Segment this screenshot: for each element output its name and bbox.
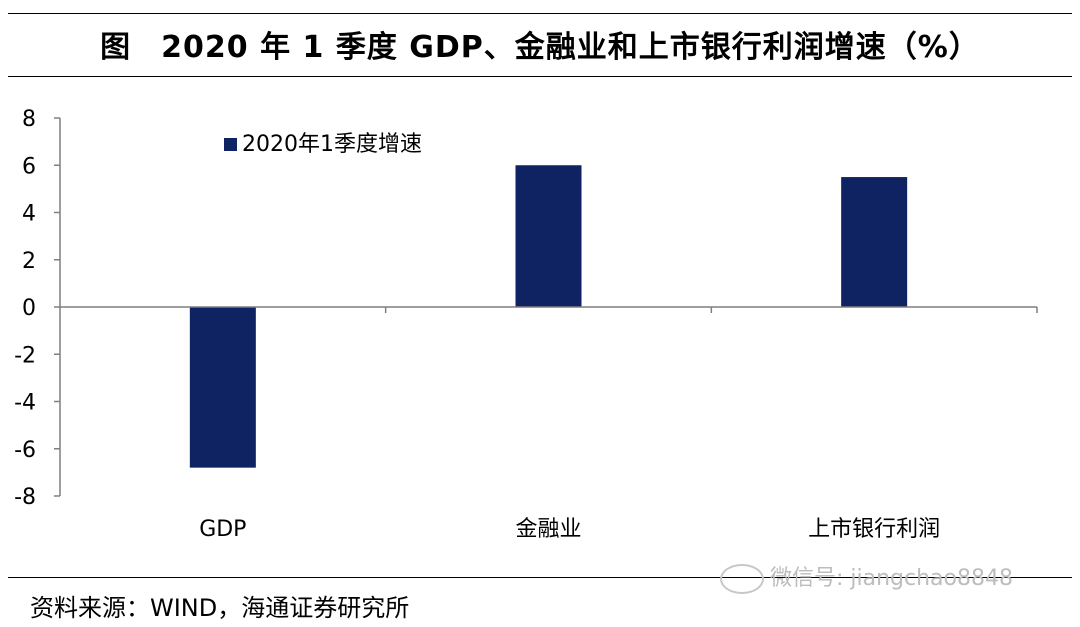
- y-tick-label: 4: [22, 202, 36, 227]
- bars: [189, 165, 908, 468]
- watermark-text: 微信号: jiangchao8848: [770, 566, 1013, 591]
- wechat-icon: [720, 564, 764, 594]
- bar: [189, 307, 256, 468]
- bar: [841, 177, 908, 307]
- figure-title: 图 2020 年 1 季度 GDP、金融业和上市银行利润增速（%）: [0, 22, 1080, 66]
- x-tick-label: GDP: [199, 517, 246, 542]
- title-rule: [8, 76, 1072, 77]
- bar: [515, 165, 582, 307]
- figure-label: 图: [100, 30, 132, 65]
- y-tick-label: -6: [14, 438, 36, 463]
- y-tick-label: -4: [14, 391, 36, 416]
- x-axis: [60, 306, 1038, 313]
- y-tick-label: 8: [22, 107, 36, 132]
- x-tick-label: 金融业: [515, 517, 581, 542]
- y-tick-label: 2: [22, 249, 36, 274]
- figure-title-text: 2020 年 1 季度 GDP、金融业和上市银行利润增速（%）: [161, 30, 980, 65]
- legend-label: 2020年1季度增速: [242, 132, 422, 157]
- x-tick-label: 上市银行利润: [808, 517, 940, 542]
- y-axis: 8 6 4 2 0 -2 -4 -6 -8: [14, 107, 61, 510]
- bar-chart: 8 6 4 2 0 -2 -4 -6 -8 GDP 金融业 上市银行利润 2020年1季度增速: [14, 107, 1038, 542]
- y-tick-label: -8: [14, 485, 36, 510]
- top-rule: [8, 13, 1072, 14]
- x-tick-labels: GDP 金融业 上市银行利润: [199, 517, 940, 542]
- legend-swatch: [224, 138, 237, 151]
- y-tick-label: 0: [22, 296, 36, 321]
- source-note: 资料来源：WIND，海通证券研究所: [30, 594, 410, 622]
- y-tick-label: -2: [14, 343, 36, 368]
- bottom-rule: [8, 577, 1072, 578]
- watermark: 微信号: jiangchao8848: [720, 560, 1013, 594]
- legend: 2020年1季度增速: [224, 132, 422, 157]
- y-tick-label: 6: [22, 154, 36, 179]
